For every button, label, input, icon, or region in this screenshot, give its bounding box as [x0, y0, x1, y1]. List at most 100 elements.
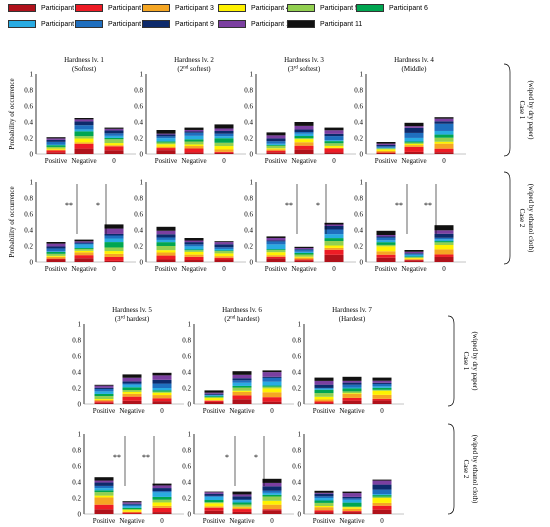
y-tick-label: 0: [140, 151, 144, 159]
bar-segment: [74, 121, 94, 126]
bar-segment: [74, 243, 94, 245]
bar-segment: [46, 251, 66, 252]
bar-segment: [262, 397, 282, 402]
bar-segment: [156, 136, 176, 139]
bar-segment: [204, 493, 224, 496]
bar-segment: [104, 233, 124, 236]
y-tick-label: 0.6: [72, 353, 81, 361]
y-tick-label: 0.8: [244, 195, 253, 203]
bar-segment: [314, 510, 334, 513]
bar-segment: [152, 375, 172, 380]
y-tick-label: 0.6: [292, 463, 301, 471]
x-tick-label: 0: [380, 407, 384, 415]
bar-segment: [434, 152, 454, 154]
bar-segment: [324, 133, 344, 137]
bar-segment: [184, 249, 204, 251]
y-tick-label: 0.2: [292, 495, 301, 503]
x-tick-label: 0: [380, 517, 384, 525]
y-tick-label: 0.6: [24, 103, 33, 111]
panel-subtitle: (3rd hardest): [115, 315, 150, 323]
bar-segment: [266, 237, 286, 241]
bar-segment: [262, 492, 282, 495]
case2-label: Case 2: [462, 460, 470, 479]
bar-segment: [214, 247, 234, 249]
bar-segment: [342, 384, 362, 388]
significance-marker: **: [65, 201, 73, 210]
bar-segment: [294, 254, 314, 257]
bar-segment: [122, 391, 142, 394]
bar-segment: [232, 395, 252, 400]
bar-segment: [104, 128, 124, 131]
bar-segment: [372, 386, 392, 388]
bar-segment: [94, 495, 114, 498]
bar-segment: [342, 382, 362, 385]
legend-label: Participant 9: [175, 20, 214, 28]
bar-segment: [122, 400, 142, 404]
bar-segment: [104, 251, 124, 254]
bar-segment: [74, 148, 94, 154]
bar-segment: [342, 507, 362, 509]
bar-segment: [104, 260, 124, 262]
bar-segment: [156, 259, 176, 262]
bar-segment: [156, 138, 176, 142]
bar-segment: [122, 377, 142, 382]
bar-segment: [372, 387, 392, 390]
legend-label: Participant 11: [320, 20, 363, 28]
bar-segment: [152, 496, 172, 500]
y-tick-label: 1: [250, 179, 254, 187]
bar-segment: [404, 151, 424, 154]
legend-swatch: [287, 20, 315, 28]
bar-segment: [314, 500, 334, 503]
case-bracket: [503, 171, 511, 265]
y-tick-label: 0.8: [292, 337, 301, 345]
bar-segment: [104, 127, 124, 129]
bar-segment: [314, 401, 334, 404]
y-tick-label: 0.6: [182, 463, 191, 471]
legend-swatch: [8, 20, 36, 28]
bar-segment: [214, 130, 234, 134]
y-tick-label: 0: [78, 511, 82, 519]
legend-label: Participant 7: [41, 20, 80, 28]
bar-segment: [184, 146, 204, 149]
bar-segment: [314, 507, 334, 511]
bar-segment: [262, 401, 282, 404]
y-tick-label: 1: [140, 71, 144, 79]
bar-segment: [376, 148, 396, 150]
bar-segment: [184, 256, 204, 261]
legend-swatch: [75, 20, 103, 28]
bar-segment: [266, 241, 286, 245]
x-tick-label: Positive: [45, 157, 68, 165]
panel-title: Hardness lv. 2: [174, 56, 214, 64]
y-tick-label: 0: [140, 259, 144, 267]
bar-segment: [262, 482, 282, 487]
y-tick-label: 0.2: [182, 385, 191, 393]
bar-segment: [46, 253, 66, 256]
bar-segment: [342, 397, 362, 401]
bar-segment: [204, 400, 224, 402]
bar-segment: [434, 256, 454, 262]
legend-label: Participant 3: [175, 4, 214, 12]
bar-segment: [204, 396, 224, 398]
x-tick-label: Positive: [155, 265, 178, 273]
bar-segment: [266, 249, 286, 251]
y-tick-label: 0.8: [182, 337, 191, 345]
bar-segment: [94, 485, 114, 489]
bar-segment: [104, 143, 124, 146]
bar-segment: [376, 257, 396, 262]
y-tick-label: 0: [30, 259, 34, 267]
bar-segment: [266, 236, 286, 238]
legend-item: Participant 3: [142, 4, 214, 12]
bar-segment: [314, 393, 334, 397]
bar-segment: [156, 133, 176, 135]
case-bracket: [447, 315, 455, 407]
bar-segment: [324, 234, 344, 239]
bar-segment: [404, 127, 424, 133]
bar-segment: [294, 248, 314, 250]
bar-segment: [152, 383, 172, 388]
x-tick-label: Positive: [313, 407, 336, 415]
bar-segment: [314, 492, 334, 494]
x-tick-label: 0: [270, 517, 274, 525]
bar-segment: [324, 130, 344, 134]
bar-segment: [342, 498, 362, 500]
y-tick-label: 0.4: [292, 479, 301, 487]
